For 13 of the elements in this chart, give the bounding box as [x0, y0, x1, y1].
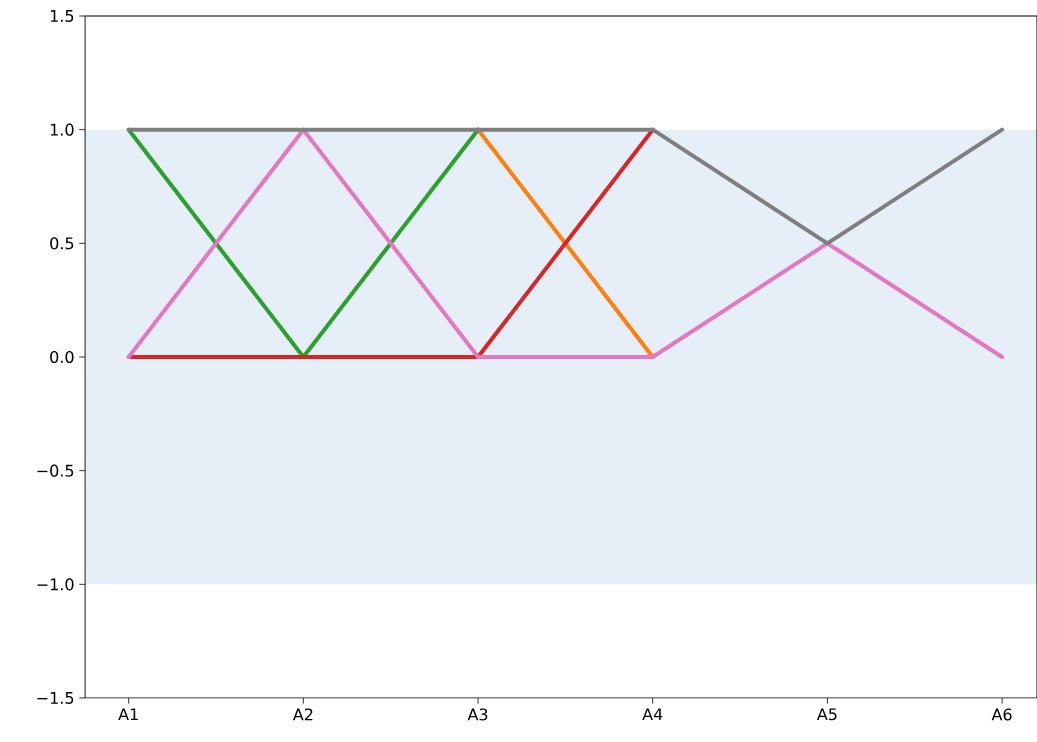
y-tick-label: −1.5: [37, 692, 74, 704]
y-tick-label: 1.0: [50, 123, 74, 136]
x-tick-label: A3: [467, 708, 488, 721]
y-tick-label: −1.0: [37, 578, 74, 591]
y-tick-label: 0.5: [50, 237, 74, 250]
y-tick-label: 0.0: [50, 350, 74, 364]
x-tick-label: A5: [816, 708, 837, 721]
x-tick-label: A6: [991, 708, 1012, 721]
y-tick-label: −0.5: [37, 464, 74, 477]
x-tick-label: A1: [118, 708, 138, 721]
y-tick-label: 1.5: [50, 10, 74, 22]
x-tick-label: A4: [642, 708, 663, 721]
x-tick-label: A2: [292, 708, 313, 721]
